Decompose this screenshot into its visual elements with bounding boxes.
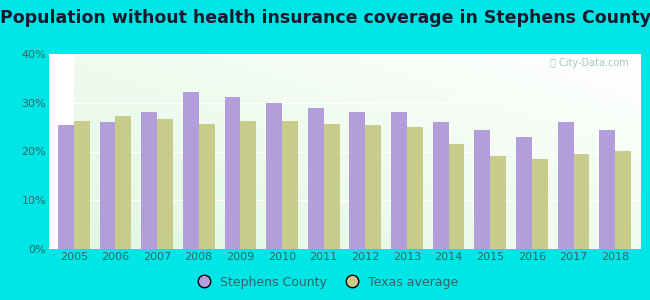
Bar [532,159,548,249]
Bar [558,122,573,249]
Bar [324,124,339,249]
Bar [282,121,298,249]
Bar [433,122,448,249]
Bar [573,154,590,249]
Text: ⓘ City-Data.com: ⓘ City-Data.com [550,58,629,68]
Bar [266,103,282,249]
Text: Population without health insurance coverage in Stephens County: Population without health insurance cove… [0,9,650,27]
Bar [157,119,173,249]
Bar [141,112,157,249]
Bar [350,112,365,249]
Bar [73,121,90,249]
Legend: Stephens County, Texas average: Stephens County, Texas average [187,271,463,294]
Bar [224,97,240,249]
Bar [99,122,116,249]
Bar [490,156,506,249]
Bar [199,124,215,249]
Bar [599,130,616,249]
Bar [183,92,199,249]
Bar [616,151,631,249]
Bar [58,125,73,249]
Bar [407,127,422,249]
Bar [474,130,490,249]
Bar [240,121,256,249]
Bar [116,116,131,249]
Bar [391,112,407,249]
Bar [365,125,381,249]
Bar [516,137,532,249]
Bar [448,144,465,249]
Bar [308,108,324,249]
